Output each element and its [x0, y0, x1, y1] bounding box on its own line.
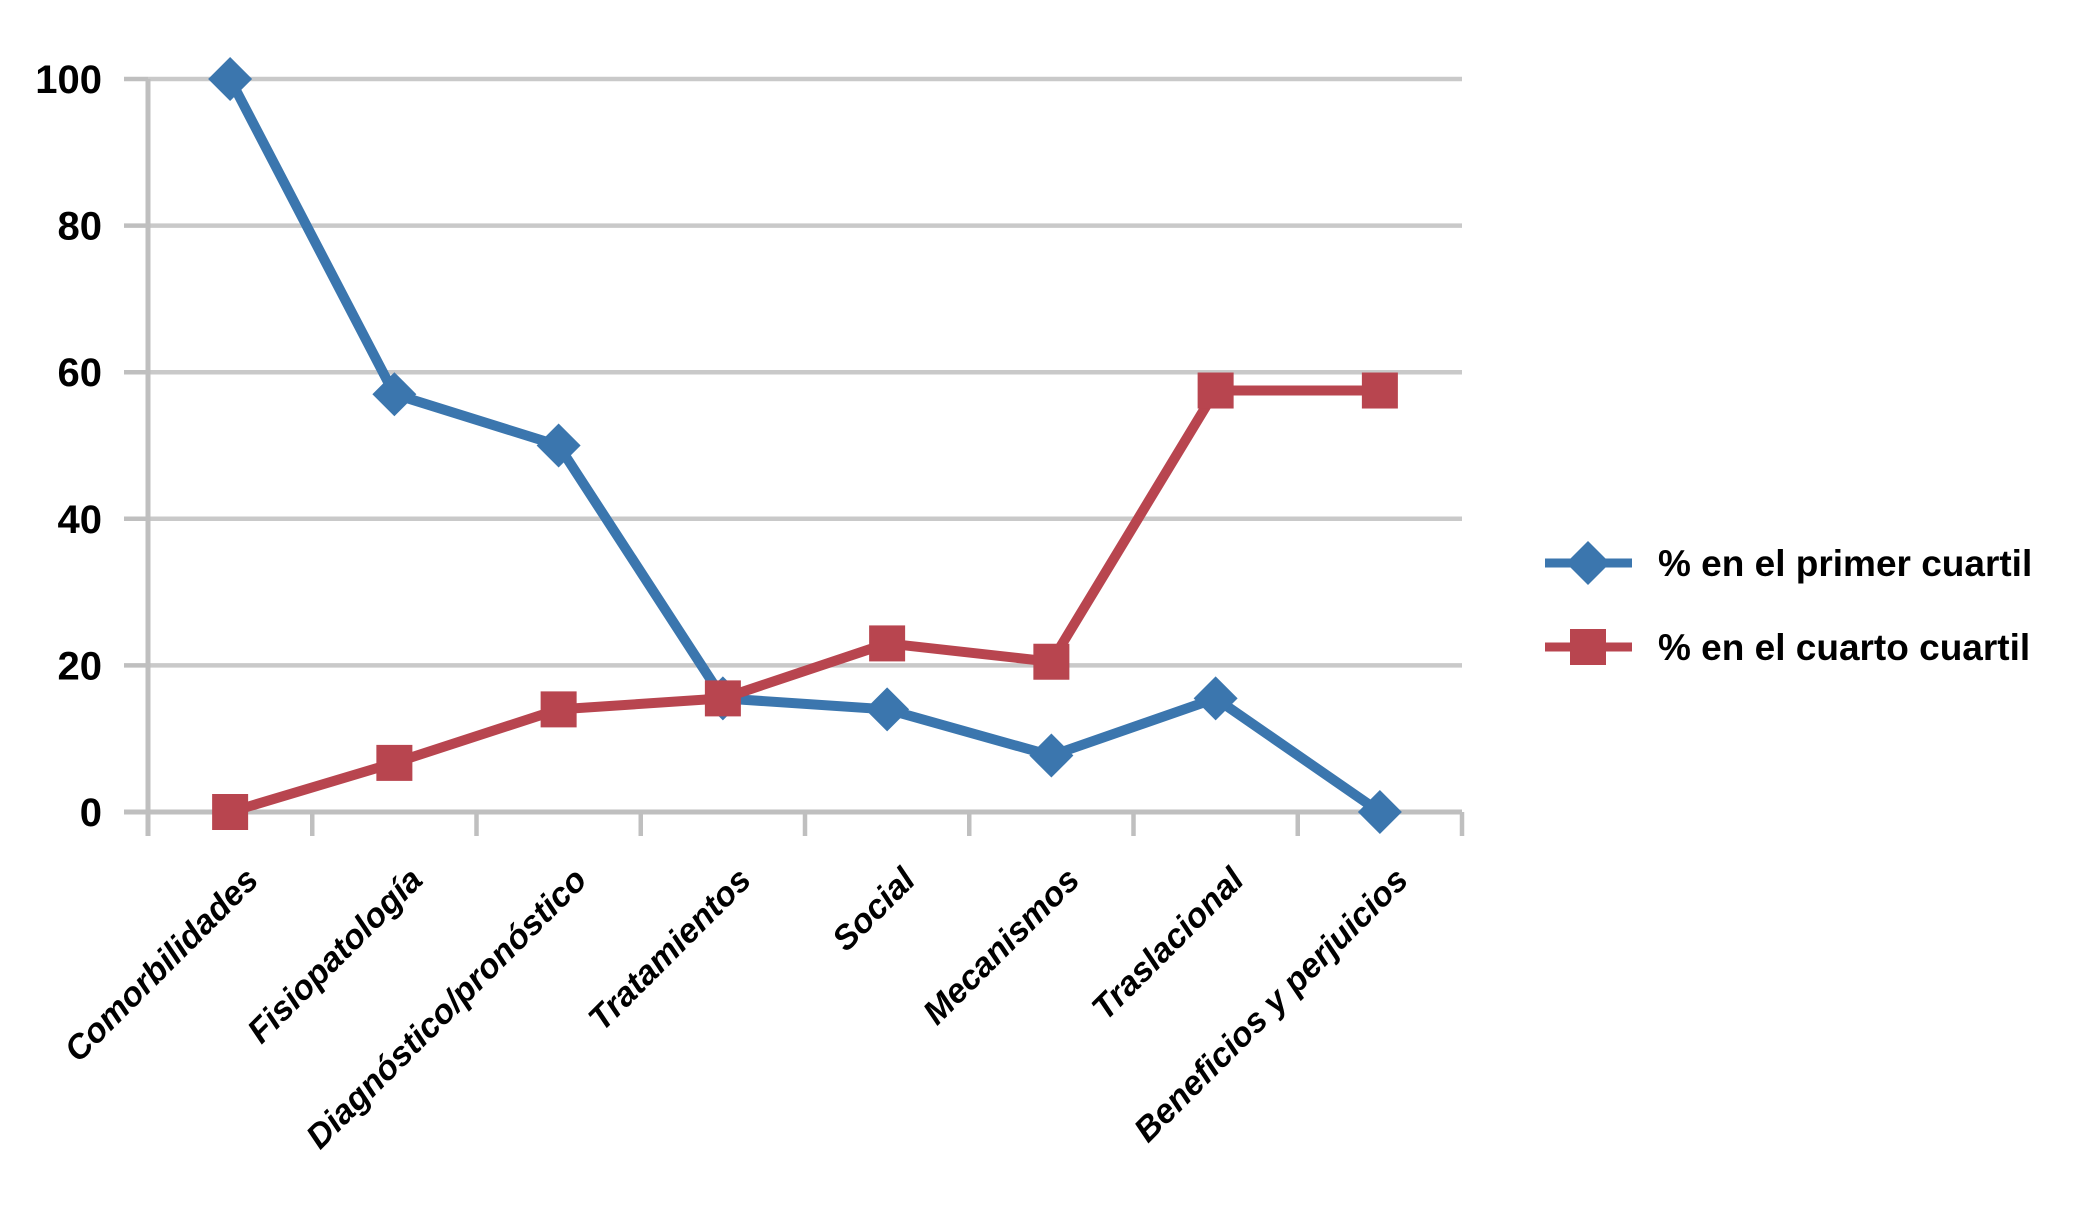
data-point-s1-c6: [1197, 372, 1234, 409]
series-line-1: [225, 385, 1385, 817]
x-category-label-3: Tratamientos: [581, 861, 758, 1038]
data-point-s1-c1: [376, 744, 413, 781]
x-category-label-6: Traslacional: [1085, 860, 1253, 1028]
legend-label-0: % en el primer cuartil: [1658, 543, 2032, 584]
y-tick-label-0: 0: [80, 791, 102, 835]
legend-marker-0: [1566, 541, 1610, 585]
x-category-label-5: Mecanismos: [916, 861, 1087, 1032]
x-category-label-0: Comorbilidades: [57, 861, 266, 1070]
legend-label-1: % en el cuarto cuartil: [1658, 627, 2030, 668]
legend-marker-1: [1570, 629, 1606, 665]
data-point-s0-c4: [865, 687, 910, 732]
y-tick-label-40: 40: [58, 498, 103, 542]
legend-item-1: % en el cuarto cuartil: [1545, 627, 2030, 668]
data-point-s0-c0: [208, 57, 253, 101]
data-point-s0-c7: [1357, 790, 1402, 834]
legend: % en el primer cuartil % en el cuarto cua…: [1545, 541, 2032, 668]
y-tick-label-100: 100: [35, 58, 102, 102]
legend-item-0: % en el primer cuartil: [1545, 541, 2032, 585]
series-1: [212, 372, 1398, 830]
data-point-s1-c0: [212, 794, 249, 830]
series-0: [208, 57, 1402, 834]
data-point-s0-c1: [372, 372, 417, 417]
x-category-label-4: Social: [825, 860, 924, 959]
y-tick-label-60: 60: [58, 351, 103, 395]
data-point-s1-c3: [704, 680, 741, 717]
data-point-s1-c4: [869, 625, 906, 662]
data-point-s0-c6: [1193, 676, 1238, 721]
data-point-s0-c2: [536, 423, 581, 468]
data-point-s0-c5: [1029, 733, 1074, 778]
series-line-0: [225, 74, 1385, 817]
x-category-label-7: Beneficios y perjuicios: [1127, 861, 1416, 1150]
y-tick-label-80: 80: [58, 205, 103, 249]
x-category-label-2: Diagnóstico/pronóstico: [299, 861, 594, 1156]
y-tick-label-20: 20: [58, 644, 103, 688]
data-point-s1-c2: [540, 691, 577, 728]
data-point-s1-c7: [1361, 372, 1398, 409]
x-category-label-1: Fisiopatología: [240, 861, 430, 1051]
data-point-s1-c5: [1033, 643, 1070, 680]
